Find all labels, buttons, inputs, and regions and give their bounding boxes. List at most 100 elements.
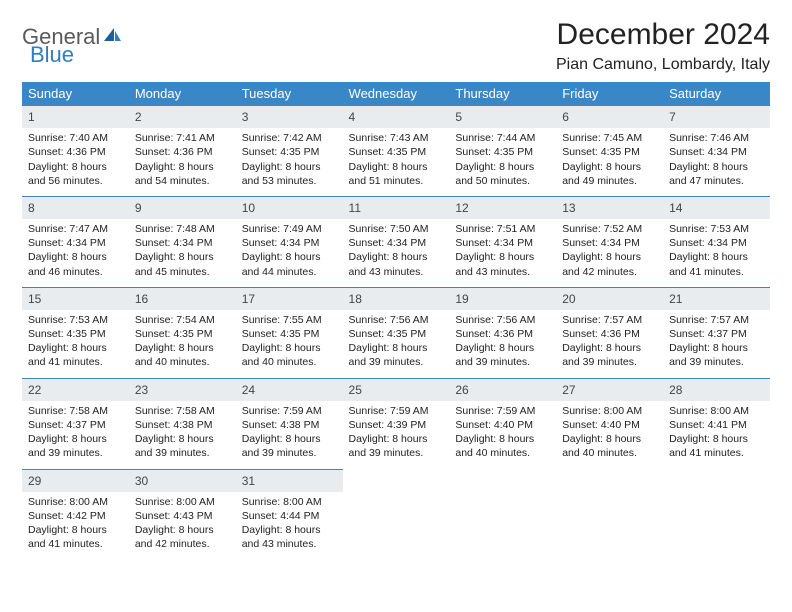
- day-number: 15: [28, 292, 41, 306]
- daylight-text: Daylight: 8 hours: [349, 250, 444, 264]
- daylight-text: Daylight: 8 hours: [562, 160, 657, 174]
- sunset-text: Sunset: 4:34 PM: [242, 236, 337, 250]
- day-number-cell: [663, 469, 770, 492]
- daylight-text: and 41 minutes.: [28, 355, 123, 369]
- daylight-text: and 50 minutes.: [455, 174, 550, 188]
- sunset-text: Sunset: 4:35 PM: [349, 327, 444, 341]
- daylight-text: and 42 minutes.: [135, 537, 230, 551]
- weekday-header: Thursday: [449, 82, 556, 106]
- sunset-text: Sunset: 4:38 PM: [135, 418, 230, 432]
- day-number: 1: [28, 110, 35, 124]
- day-cell: Sunrise: 7:57 AMSunset: 4:36 PMDaylight:…: [556, 310, 663, 378]
- day-cell: Sunrise: 8:00 AMSunset: 4:40 PMDaylight:…: [556, 401, 663, 469]
- sunrise-text: Sunrise: 8:00 AM: [135, 495, 230, 509]
- sunset-text: Sunset: 4:43 PM: [135, 509, 230, 523]
- sunrise-text: Sunrise: 7:56 AM: [455, 313, 550, 327]
- sunrise-text: Sunrise: 7:53 AM: [669, 222, 764, 236]
- daylight-text: Daylight: 8 hours: [242, 341, 337, 355]
- sunrise-text: Sunrise: 7:47 AM: [28, 222, 123, 236]
- daylight-text: Daylight: 8 hours: [242, 432, 337, 446]
- day-number: 13: [562, 201, 575, 215]
- day-number: 25: [349, 383, 362, 397]
- daylight-text: and 41 minutes.: [28, 537, 123, 551]
- day-cell: Sunrise: 7:54 AMSunset: 4:35 PMDaylight:…: [129, 310, 236, 378]
- weekday-header: Tuesday: [236, 82, 343, 106]
- daylight-text: and 40 minutes.: [135, 355, 230, 369]
- sunset-text: Sunset: 4:35 PM: [562, 145, 657, 159]
- day-cell: [449, 492, 556, 560]
- daylight-text: and 40 minutes.: [242, 355, 337, 369]
- header: General December 2024 Pian Camuno, Lomba…: [22, 18, 770, 80]
- day-number: 28: [669, 383, 682, 397]
- daylight-text: Daylight: 8 hours: [242, 160, 337, 174]
- sunset-text: Sunset: 4:35 PM: [242, 145, 337, 159]
- day-number-cell: 14: [663, 196, 770, 219]
- day-cell: Sunrise: 7:43 AMSunset: 4:35 PMDaylight:…: [343, 128, 450, 196]
- day-number-cell: 19: [449, 287, 556, 310]
- sunrise-text: Sunrise: 7:57 AM: [562, 313, 657, 327]
- sunrise-text: Sunrise: 7:45 AM: [562, 131, 657, 145]
- week-row: Sunrise: 7:40 AMSunset: 4:36 PMDaylight:…: [22, 128, 770, 196]
- daylight-text: and 43 minutes.: [455, 265, 550, 279]
- week-row: Sunrise: 7:58 AMSunset: 4:37 PMDaylight:…: [22, 401, 770, 469]
- sunset-text: Sunset: 4:34 PM: [562, 236, 657, 250]
- day-number: 22: [28, 383, 41, 397]
- sunrise-text: Sunrise: 7:59 AM: [455, 404, 550, 418]
- day-number-cell: 1: [22, 106, 129, 129]
- daylight-text: and 45 minutes.: [135, 265, 230, 279]
- day-number: 20: [562, 292, 575, 306]
- day-cell: Sunrise: 8:00 AMSunset: 4:42 PMDaylight:…: [22, 492, 129, 560]
- day-cell: Sunrise: 7:58 AMSunset: 4:38 PMDaylight:…: [129, 401, 236, 469]
- day-number: 16: [135, 292, 148, 306]
- daylight-text: Daylight: 8 hours: [669, 341, 764, 355]
- daylight-text: Daylight: 8 hours: [562, 432, 657, 446]
- day-number: 10: [242, 201, 255, 215]
- day-number-cell: 22: [22, 378, 129, 401]
- day-number-cell: 27: [556, 378, 663, 401]
- daylight-text: and 47 minutes.: [669, 174, 764, 188]
- sunrise-text: Sunrise: 7:52 AM: [562, 222, 657, 236]
- daylight-text: Daylight: 8 hours: [28, 160, 123, 174]
- day-number-cell: 11: [343, 196, 450, 219]
- weekday-header-row: Sunday Monday Tuesday Wednesday Thursday…: [22, 82, 770, 106]
- daynum-row: 293031: [22, 469, 770, 492]
- sunrise-text: Sunrise: 7:56 AM: [349, 313, 444, 327]
- day-cell: Sunrise: 7:45 AMSunset: 4:35 PMDaylight:…: [556, 128, 663, 196]
- day-cell: [556, 492, 663, 560]
- day-cell: Sunrise: 7:47 AMSunset: 4:34 PMDaylight:…: [22, 219, 129, 287]
- day-number: 9: [135, 201, 142, 215]
- daylight-text: Daylight: 8 hours: [28, 341, 123, 355]
- daylight-text: and 39 minutes.: [242, 446, 337, 460]
- day-number-cell: 4: [343, 106, 450, 129]
- sunrise-text: Sunrise: 7:55 AM: [242, 313, 337, 327]
- daylight-text: and 39 minutes.: [28, 446, 123, 460]
- sunrise-text: Sunrise: 7:43 AM: [349, 131, 444, 145]
- weekday-header: Friday: [556, 82, 663, 106]
- day-number: 19: [455, 292, 468, 306]
- day-cell: Sunrise: 7:51 AMSunset: 4:34 PMDaylight:…: [449, 219, 556, 287]
- daylight-text: Daylight: 8 hours: [28, 250, 123, 264]
- daynum-row: 22232425262728: [22, 378, 770, 401]
- daynum-row: 891011121314: [22, 196, 770, 219]
- day-number: 24: [242, 383, 255, 397]
- day-cell: Sunrise: 7:55 AMSunset: 4:35 PMDaylight:…: [236, 310, 343, 378]
- day-cell: Sunrise: 7:53 AMSunset: 4:35 PMDaylight:…: [22, 310, 129, 378]
- sunrise-text: Sunrise: 8:00 AM: [669, 404, 764, 418]
- daylight-text: and 42 minutes.: [562, 265, 657, 279]
- week-row: Sunrise: 7:47 AMSunset: 4:34 PMDaylight:…: [22, 219, 770, 287]
- daylight-text: Daylight: 8 hours: [455, 250, 550, 264]
- day-number: 5: [455, 110, 462, 124]
- daylight-text: Daylight: 8 hours: [135, 523, 230, 537]
- sail-icon: [102, 24, 122, 50]
- day-number: 30: [135, 474, 148, 488]
- sunset-text: Sunset: 4:34 PM: [669, 236, 764, 250]
- daylight-text: Daylight: 8 hours: [349, 432, 444, 446]
- day-number: 23: [135, 383, 148, 397]
- sunset-text: Sunset: 4:38 PM: [242, 418, 337, 432]
- sunrise-text: Sunrise: 7:53 AM: [28, 313, 123, 327]
- daylight-text: Daylight: 8 hours: [242, 250, 337, 264]
- daylight-text: and 39 minutes.: [455, 355, 550, 369]
- sunrise-text: Sunrise: 7:59 AM: [349, 404, 444, 418]
- calendar-table: Sunday Monday Tuesday Wednesday Thursday…: [22, 82, 770, 559]
- brand-part2: Blue: [30, 42, 74, 68]
